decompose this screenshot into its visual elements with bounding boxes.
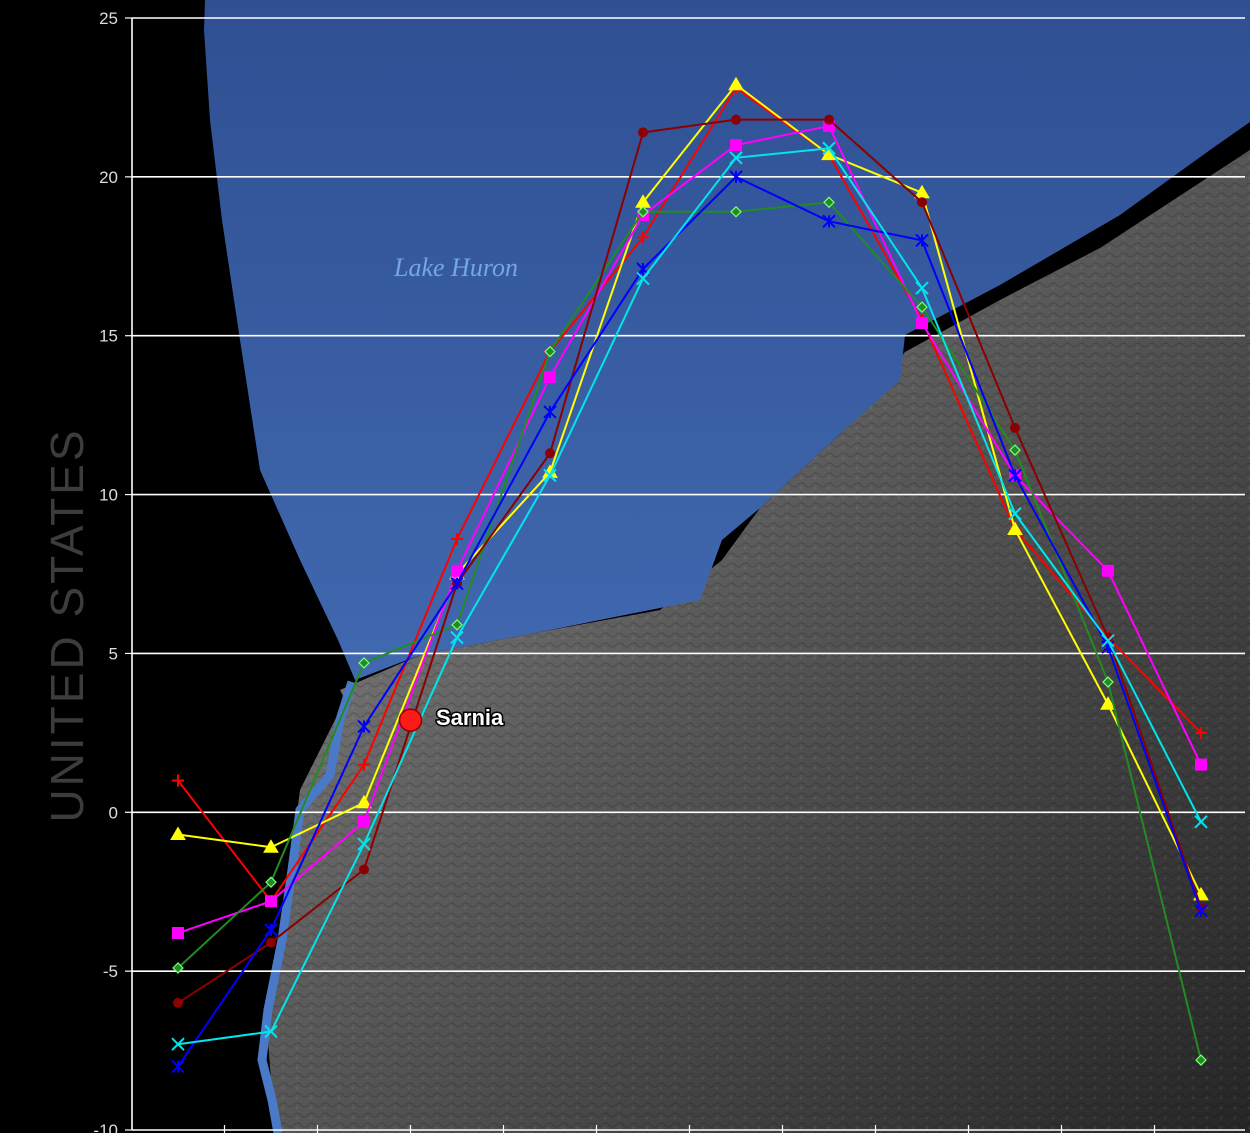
- data-point: [358, 815, 370, 828]
- y-tick-label: 0: [109, 803, 118, 822]
- data-point: [172, 774, 184, 787]
- series-line: [177, 147, 1202, 1046]
- series-line: [177, 175, 1202, 1068]
- data-point: [265, 876, 277, 889]
- sarnia-marker: [398, 708, 423, 732]
- data-point: [543, 405, 557, 419]
- data-point: [1102, 564, 1114, 577]
- series-line: [177, 201, 1202, 1061]
- series-line: [177, 86, 1202, 903]
- data-point: [728, 76, 744, 91]
- data-point: [636, 271, 650, 286]
- lake-huron-water: [204, 0, 1250, 680]
- data-point: [1195, 758, 1207, 771]
- land-texture: [268, 150, 1250, 1133]
- data-point: [263, 839, 279, 853]
- data-point: [264, 1024, 278, 1039]
- data-point: [451, 564, 463, 577]
- data-point: [545, 448, 555, 459]
- y-tick-label: 20: [99, 168, 118, 187]
- data-point: [358, 758, 370, 771]
- series-2: [170, 76, 1209, 901]
- data-point: [1103, 632, 1113, 643]
- data-point: [172, 927, 184, 940]
- data-point: [915, 281, 929, 295]
- series-line: [177, 118, 1202, 1004]
- y-tick-label: -10: [93, 1121, 118, 1133]
- data-point: [173, 997, 183, 1008]
- data-point: [1101, 634, 1115, 648]
- data-point: [637, 205, 649, 218]
- data-point: [730, 139, 742, 152]
- data-point: [170, 826, 186, 841]
- data-point: [544, 345, 556, 358]
- data-point: [729, 151, 743, 165]
- data-point: [358, 657, 370, 669]
- lake-huron-label: Lake Huron: [393, 253, 518, 282]
- y-tick-label: -5: [103, 962, 118, 981]
- series-7: [171, 141, 1208, 1051]
- data-point: [451, 533, 463, 546]
- y-tick-label: 10: [99, 486, 118, 505]
- data-point: [357, 719, 371, 734]
- data-point: [357, 837, 371, 851]
- series-4: [172, 196, 1207, 1066]
- data-point: [729, 170, 743, 184]
- data-point: [1100, 696, 1116, 710]
- data-point: [450, 630, 464, 645]
- data-point: [1194, 904, 1208, 918]
- data-point: [637, 231, 649, 244]
- data-point: [822, 141, 836, 155]
- axes: 25 20 15 10 5 0 -5 -10: [93, 9, 1156, 1133]
- data-point: [1102, 676, 1114, 688]
- gridlines: [132, 17, 1245, 1131]
- data-point: [1008, 506, 1022, 521]
- data-point: [171, 1059, 185, 1074]
- data-point: [638, 127, 648, 138]
- data-point: [1009, 444, 1021, 456]
- series-6: [171, 170, 1208, 1074]
- data-point: [1195, 726, 1207, 739]
- data-point: [915, 233, 929, 248]
- data-point: [450, 576, 464, 591]
- watermark-united-states: UNITED STATES: [41, 427, 93, 822]
- data-point: [1195, 1054, 1207, 1066]
- data-point: [356, 794, 372, 809]
- st-clair-river: [257, 680, 357, 1133]
- data-point: [917, 197, 927, 208]
- city-marker-group: [398, 708, 423, 732]
- y-tick-label: 15: [99, 327, 118, 346]
- data-series: [170, 76, 1209, 1074]
- data-point: [823, 196, 835, 209]
- series-5: [173, 114, 1206, 1008]
- data-point: [451, 618, 463, 631]
- data-point: [265, 895, 277, 908]
- y-tick-label: 5: [109, 644, 118, 663]
- sarnia-label: Sarnia: [436, 705, 504, 730]
- data-point: [543, 468, 557, 483]
- data-point: [731, 114, 741, 125]
- data-point: [544, 371, 556, 384]
- data-point: [1008, 468, 1022, 483]
- y-tick-label: 25: [99, 9, 118, 28]
- data-point: [171, 1037, 185, 1051]
- data-point: [172, 962, 184, 974]
- data-point: [1010, 422, 1020, 433]
- data-point: [824, 114, 834, 125]
- data-point: [1101, 640, 1115, 654]
- data-point: [264, 923, 278, 937]
- data-point: [266, 937, 276, 948]
- data-point: [916, 317, 928, 330]
- data-point: [916, 301, 928, 313]
- data-point: [730, 205, 742, 218]
- data-point: [1007, 521, 1023, 536]
- data-point: [822, 214, 836, 229]
- data-point: [1194, 815, 1208, 829]
- series-line: [177, 83, 1202, 896]
- data-point: [359, 864, 369, 875]
